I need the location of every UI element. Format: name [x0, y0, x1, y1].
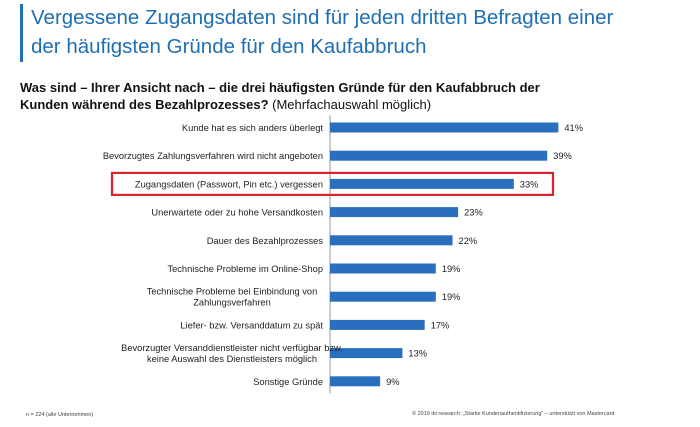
survey-question: Was sind – Ihrer Ansicht nach – die drei… — [20, 79, 690, 113]
value-label-7: 17% — [431, 320, 450, 330]
question-line-1: Was sind – Ihrer Ansicht nach – die drei… — [20, 80, 540, 95]
bar-5 — [330, 263, 436, 274]
category-label-7: Liefer- bzw. Versanddatum zu spät — [180, 320, 323, 330]
category-label-6: Technische Probleme bei Einbindung von Za… — [147, 287, 318, 308]
bar-3 — [330, 207, 459, 218]
bar-1 — [330, 150, 548, 161]
highlight-box — [110, 171, 555, 196]
category-label-1: Bevorzugtes Zahlungsverfahren wird nicht… — [103, 151, 323, 161]
question-line-2-bold: Kunden während des Bezahlprozesses? — [20, 97, 269, 112]
value-label-0: 41% — [564, 123, 583, 133]
category-label-9: Sonstige Gründe — [253, 377, 323, 387]
title-accent-bar — [20, 4, 23, 62]
value-label-1: 39% — [553, 151, 572, 161]
bar-2 — [330, 178, 514, 189]
page-title-line-1: Vergessene Zugangsdaten sind für jeden d… — [31, 6, 614, 29]
category-label-0: Kunde hat es sich anders überlegt — [182, 123, 324, 133]
bar-8 — [330, 348, 403, 359]
bar-6 — [330, 291, 436, 302]
page-title: Vergessene Zugangsdaten sind für jeden d… — [31, 3, 691, 61]
category-label-3: Unerwartete oder zu hohe Versandkosten — [151, 208, 323, 218]
category-label-5: Technische Probleme im Online-Shop — [167, 264, 323, 274]
bar-0 — [330, 122, 559, 133]
value-label-4: 22% — [459, 236, 478, 246]
value-label-6: 19% — [442, 292, 461, 302]
question-note: (Mehrfachauswahl möglich) — [268, 97, 432, 112]
category-label-8: Bevorzugter Versanddienstleister nicht v… — [121, 343, 343, 364]
value-label-5: 19% — [442, 264, 461, 274]
category-label-4: Dauer des Bezahlprozesses — [207, 236, 324, 246]
value-label-3: 23% — [464, 208, 483, 218]
page-title-line-2: der häufigsten Gründe für den Kaufabbruc… — [31, 35, 427, 58]
value-label-8: 13% — [408, 349, 427, 359]
bar-9 — [330, 376, 381, 387]
sample-size-note: n = 224 (alle Unternehmen) — [26, 412, 94, 418]
question-line-2: Kunden während des Bezahlprozesses? (Meh… — [20, 96, 690, 113]
source-note: © 2019 ibi research: „Starke Kundenauthe… — [412, 411, 615, 417]
value-label-2: 33% — [520, 179, 539, 189]
bar-4 — [330, 235, 453, 246]
category-label-2: Zugangsdaten (Passwort, Pin etc.) verges… — [135, 179, 323, 189]
bar-7 — [330, 319, 425, 330]
value-label-9: 9% — [386, 377, 399, 387]
